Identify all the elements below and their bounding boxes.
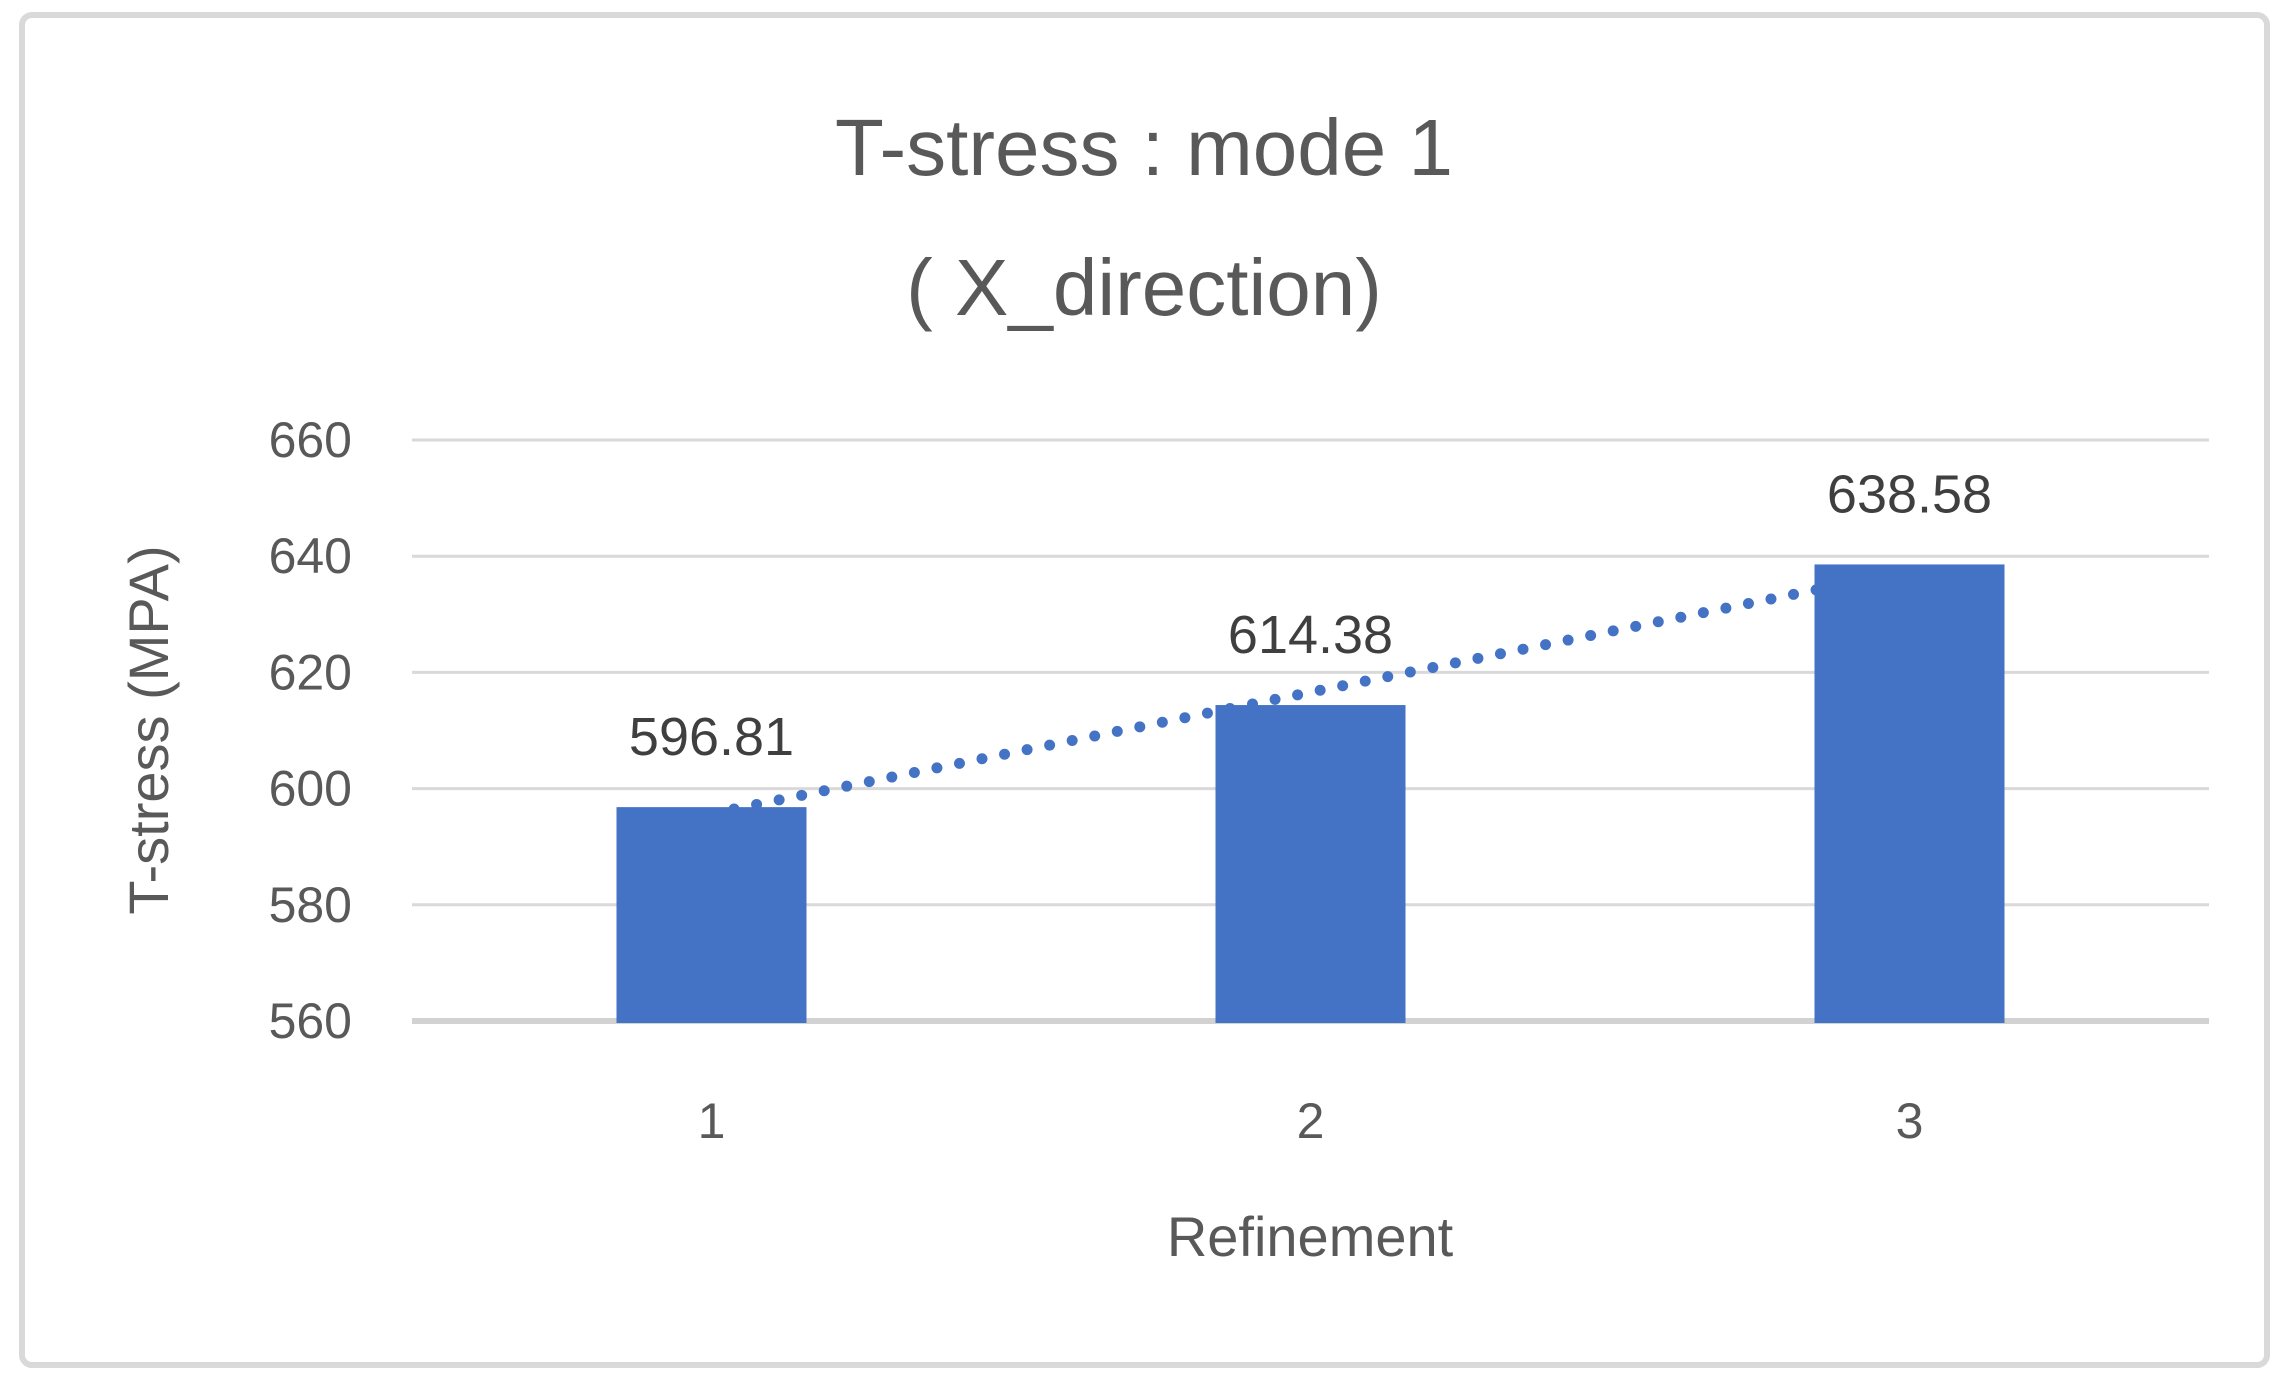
bar-value-label: 638.58 bbox=[1827, 464, 1992, 524]
bar-refinement-1 bbox=[616, 807, 807, 1023]
bar-value-label: 596.81 bbox=[629, 707, 794, 767]
x-axis-category-labels: 1 2 3 bbox=[698, 1093, 1924, 1149]
chart-title-line2: ( X_direction) bbox=[906, 243, 1382, 332]
x-axis-title: Refinement bbox=[1167, 1205, 1454, 1268]
trendline bbox=[706, 565, 1915, 820]
y-axis-tick-labels: 560 580 600 620 640 660 bbox=[269, 412, 352, 1049]
x-category-label: 1 bbox=[698, 1093, 726, 1149]
y-tick-label: 580 bbox=[269, 877, 352, 933]
trendline-dotted bbox=[706, 565, 1915, 820]
bar-value-label: 614.38 bbox=[1228, 605, 1393, 665]
y-tick-label: 640 bbox=[269, 528, 352, 584]
y-tick-label: 660 bbox=[269, 412, 352, 468]
bars bbox=[616, 564, 2005, 1023]
x-category-label: 2 bbox=[1297, 1093, 1325, 1149]
chart-title-line1: T-stress : mode 1 bbox=[835, 103, 1453, 192]
bar-refinement-2 bbox=[1215, 705, 1406, 1023]
bar-refinement-3 bbox=[1814, 564, 2005, 1023]
chart-frame bbox=[19, 12, 2270, 1368]
y-axis-title: T-stress (MPA) bbox=[117, 545, 180, 914]
y-tick-label: 560 bbox=[269, 993, 352, 1049]
y-tick-label: 600 bbox=[269, 761, 352, 817]
x-category-label: 3 bbox=[1896, 1093, 1924, 1149]
data-labels: 596.81 614.38 638.58 bbox=[629, 464, 1992, 767]
y-tick-label: 620 bbox=[269, 644, 352, 700]
